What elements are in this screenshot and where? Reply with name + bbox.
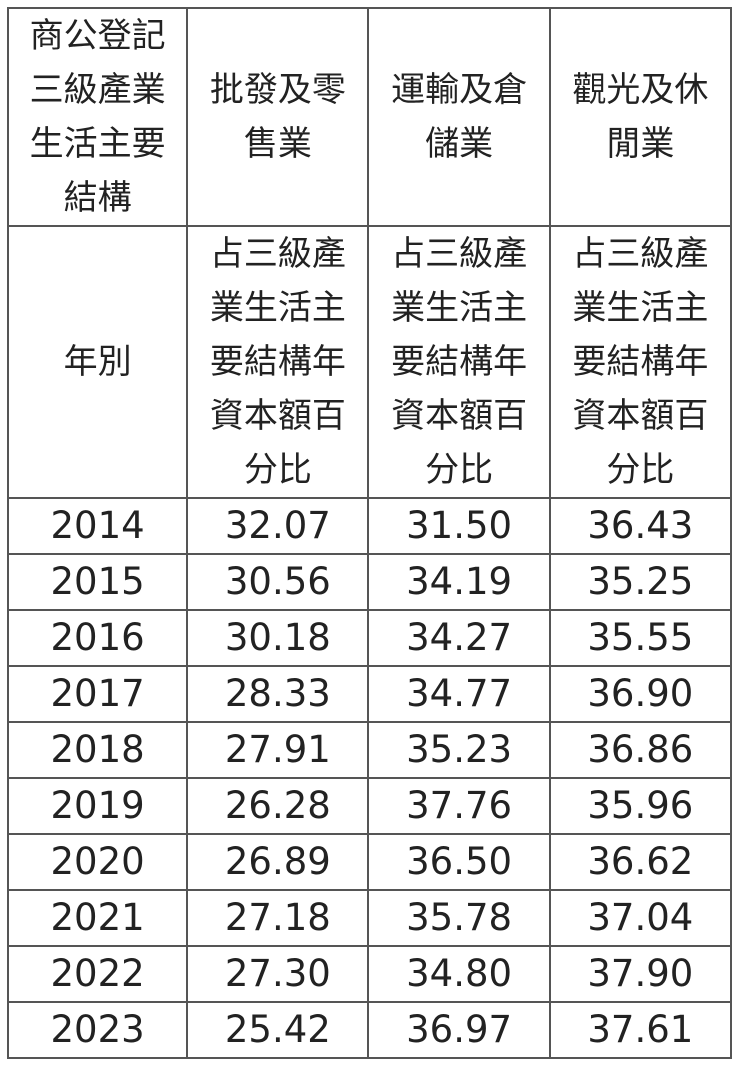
metric-header-cell: 占三級產業生活主要結構年資本額百分比 [367, 225, 551, 499]
year-cell: 2018 [6, 721, 189, 779]
transport-storage-value: 34.80 [367, 945, 551, 1003]
column-header-label: 批發及零售業 [209, 70, 346, 164]
table-row: 2016 30.18 34.27 35.55 [6, 609, 733, 667]
wholesale-retail-value: 27.18 [186, 889, 370, 947]
transport-storage-value: 36.97 [367, 1001, 551, 1059]
table-row: 2020 26.89 36.50 36.62 [6, 833, 733, 891]
transport-storage-value: 31.50 [367, 497, 551, 555]
header-row-industries: 商公登記三級產業生活主要結構 批發及零售業 運輸及倉儲業 觀光及休閒業 [6, 7, 733, 227]
table-row: 2023 25.42 36.97 37.61 [6, 1001, 733, 1059]
table-row: 2017 28.33 34.77 36.90 [6, 665, 733, 723]
tourism-leisure-value: 35.96 [548, 777, 733, 835]
year-cell: 2022 [6, 945, 189, 1003]
year-cell: 2015 [6, 553, 189, 611]
tourism-leisure-value: 36.43 [548, 497, 733, 555]
tourism-leisure-value: 37.61 [548, 1001, 733, 1059]
table-title-cell: 商公登記三級產業生活主要結構 [6, 7, 189, 227]
table-row: 2022 27.30 34.80 37.90 [6, 945, 733, 1003]
wholesale-retail-value: 30.18 [186, 609, 370, 667]
column-header-transport-storage: 運輸及倉儲業 [367, 7, 551, 227]
year-cell: 2016 [6, 609, 189, 667]
year-cell: 2023 [6, 1001, 189, 1059]
wholesale-retail-value: 32.07 [186, 497, 370, 555]
tourism-leisure-value: 35.25 [548, 553, 733, 611]
table-row: 2021 27.18 35.78 37.04 [6, 889, 733, 947]
table-row: 2019 26.28 37.76 35.96 [6, 777, 733, 835]
year-cell: 2017 [6, 665, 189, 723]
wholesale-retail-value: 30.56 [186, 553, 370, 611]
column-header-wholesale-retail: 批發及零售業 [186, 7, 370, 227]
year-cell: 2020 [6, 833, 189, 891]
transport-storage-value: 35.23 [367, 721, 551, 779]
metric-header: 占三級產業生活主要結構年資本額百分比 [572, 234, 709, 490]
transport-storage-value: 36.50 [367, 833, 551, 891]
wholesale-retail-value: 26.28 [186, 777, 370, 835]
tourism-leisure-value: 37.04 [548, 889, 733, 947]
year-cell: 2021 [6, 889, 189, 947]
tourism-leisure-value: 36.62 [548, 833, 733, 891]
wholesale-retail-value: 26.89 [186, 833, 370, 891]
year-header-cell: 年別 [6, 225, 189, 499]
transport-storage-value: 34.19 [367, 553, 551, 611]
table-title: 商公登記三級產業生活主要結構 [29, 16, 166, 218]
table-row: 2014 32.07 31.50 36.43 [6, 497, 733, 555]
transport-storage-value: 34.77 [367, 665, 551, 723]
column-header-label: 運輸及倉儲業 [391, 70, 528, 164]
transport-storage-value: 37.76 [367, 777, 551, 835]
tourism-leisure-value: 36.90 [548, 665, 733, 723]
capital-share-table: 商公登記三級產業生活主要結構 批發及零售業 運輸及倉儲業 觀光及休閒業 年別 占… [6, 7, 733, 1059]
year-cell: 2019 [6, 777, 189, 835]
tourism-leisure-value: 36.86 [548, 721, 733, 779]
table-row: 2015 30.56 34.19 35.25 [6, 553, 733, 611]
tourism-leisure-value: 37.90 [548, 945, 733, 1003]
metric-header: 占三級產業生活主要結構年資本額百分比 [391, 234, 528, 490]
tourism-leisure-value: 35.55 [548, 609, 733, 667]
year-cell: 2014 [6, 497, 189, 555]
year-header: 年別 [63, 342, 132, 382]
wholesale-retail-value: 25.42 [186, 1001, 370, 1059]
column-header-label: 觀光及休閒業 [572, 70, 709, 164]
wholesale-retail-value: 27.30 [186, 945, 370, 1003]
wholesale-retail-value: 28.33 [186, 665, 370, 723]
metric-header: 占三級產業生活主要結構年資本額百分比 [209, 234, 346, 490]
metric-header-cell: 占三級產業生活主要結構年資本額百分比 [548, 225, 733, 499]
transport-storage-value: 34.27 [367, 609, 551, 667]
column-header-tourism-leisure: 觀光及休閒業 [548, 7, 733, 227]
table-row: 2018 27.91 35.23 36.86 [6, 721, 733, 779]
transport-storage-value: 35.78 [367, 889, 551, 947]
header-row-metric: 年別 占三級產業生活主要結構年資本額百分比 占三級產業生活主要結構年資本額百分比… [6, 225, 733, 499]
metric-header-cell: 占三級產業生活主要結構年資本額百分比 [186, 225, 370, 499]
wholesale-retail-value: 27.91 [186, 721, 370, 779]
